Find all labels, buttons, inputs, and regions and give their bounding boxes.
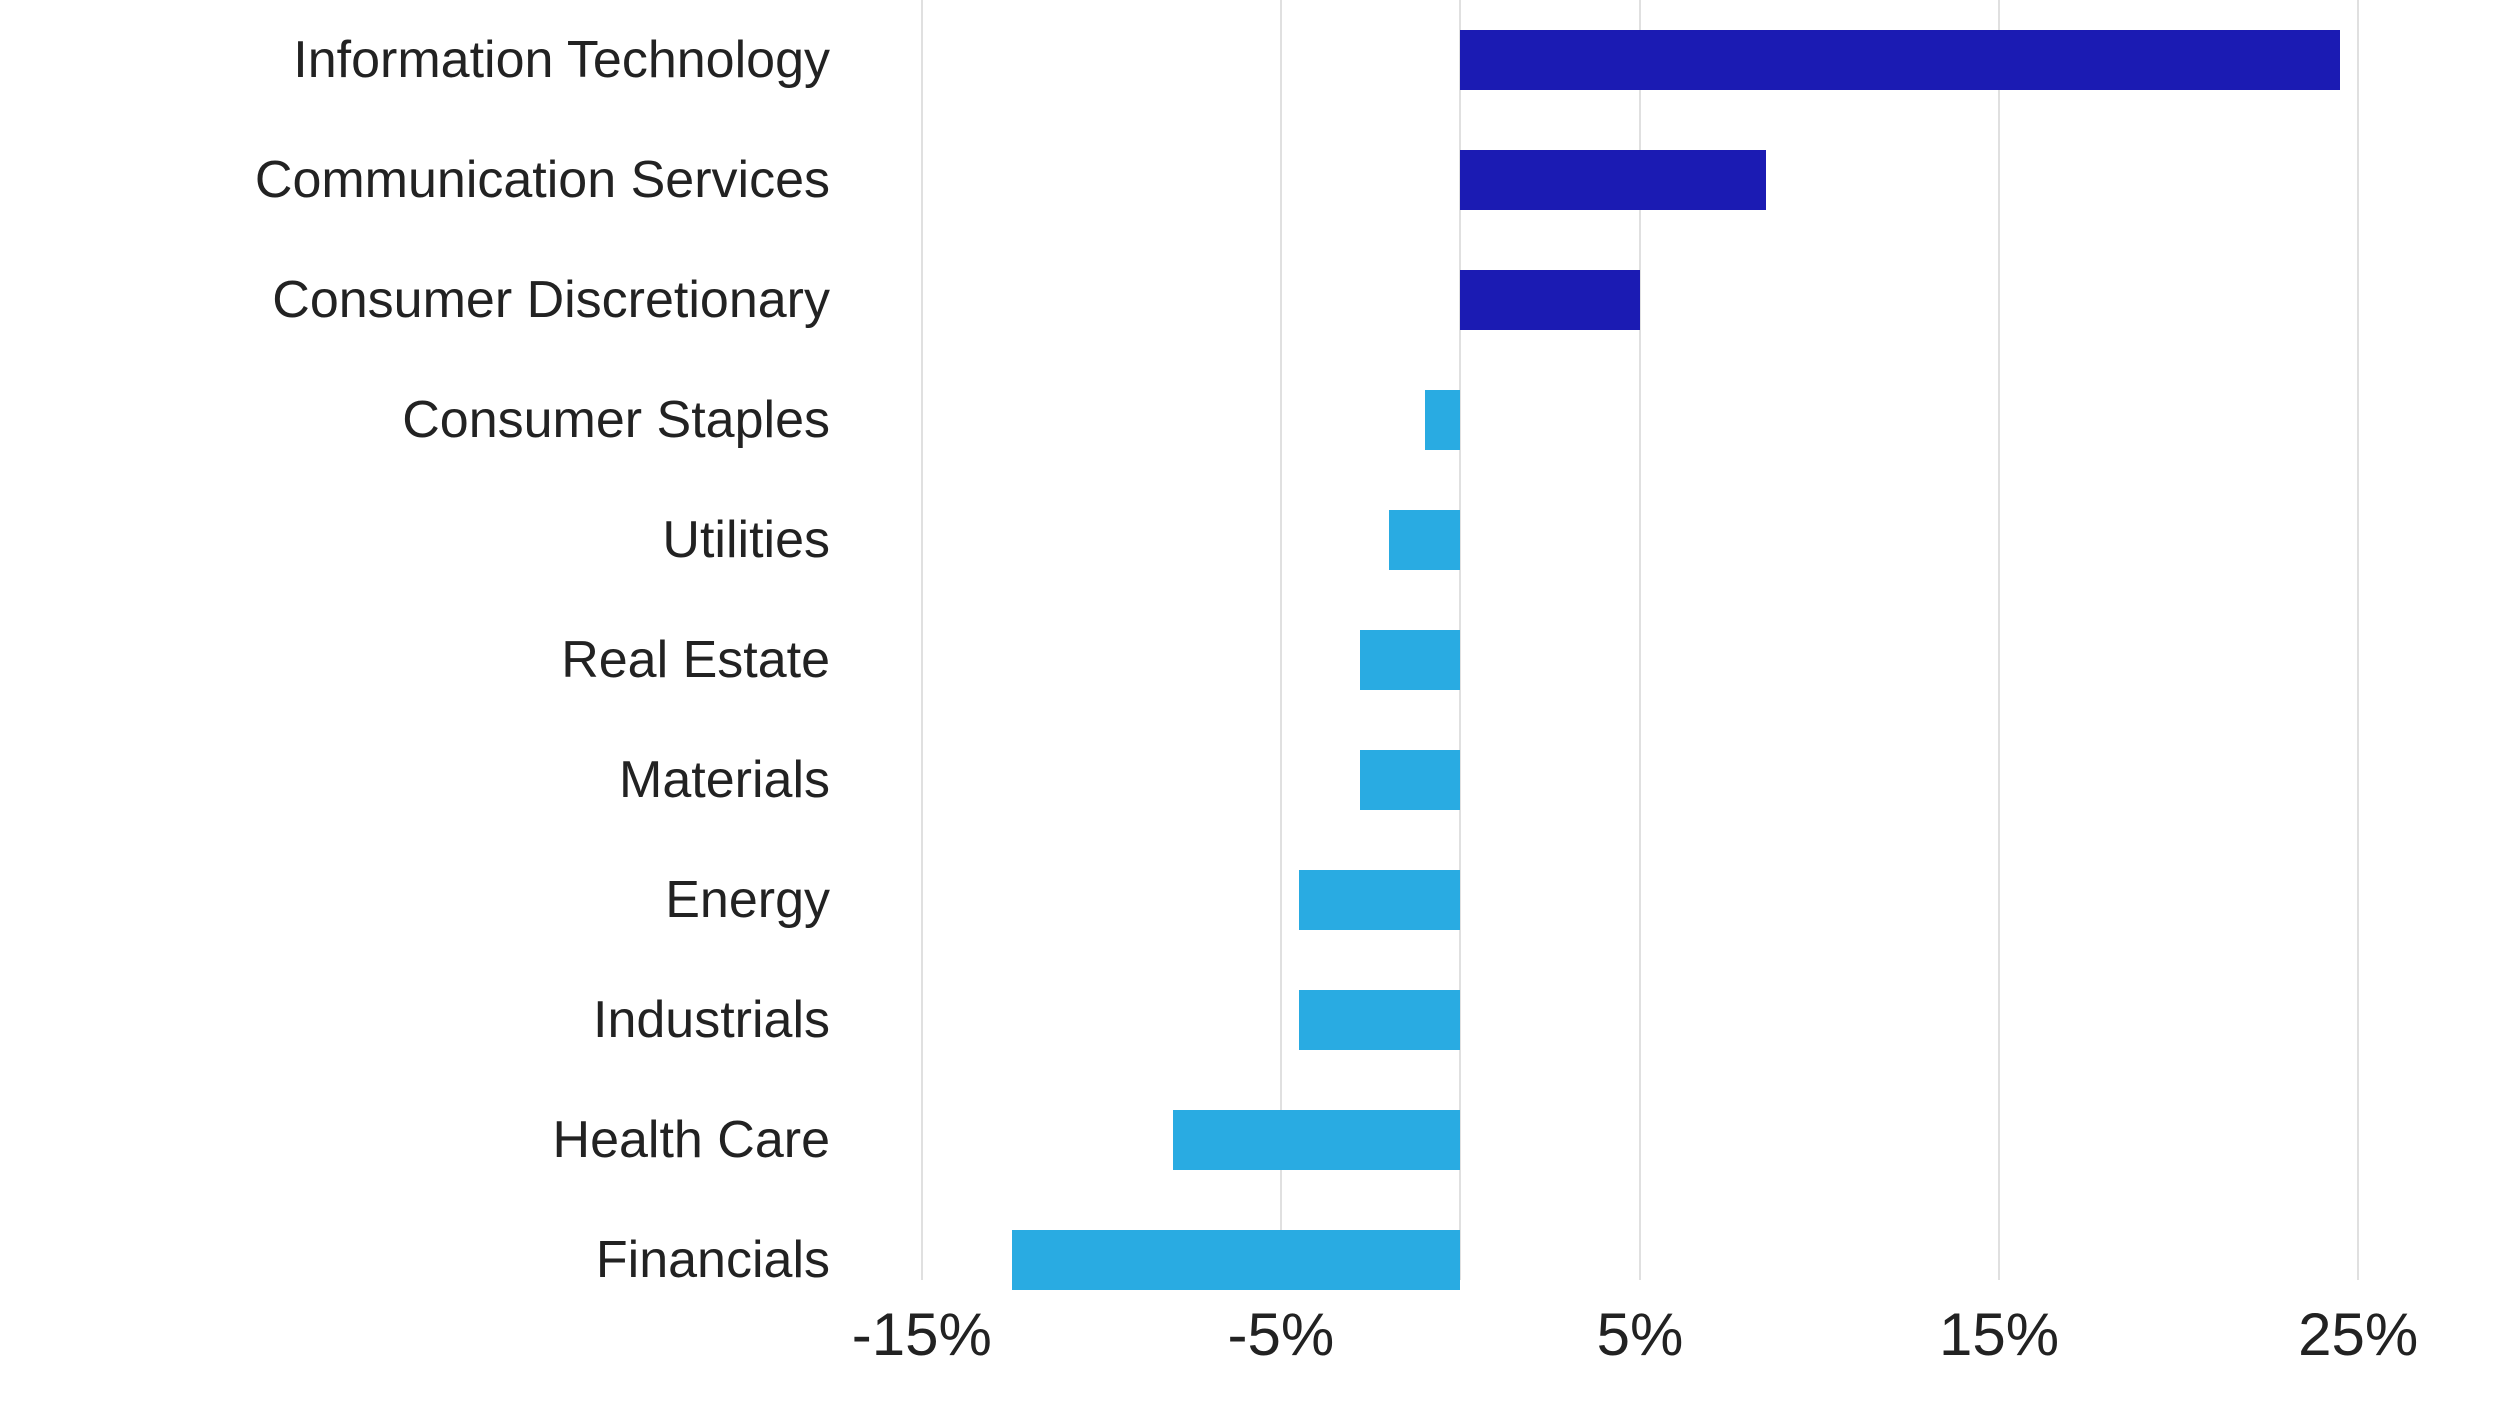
gridline [1998,0,2000,1280]
bar [1012,1230,1461,1290]
x-tick-label: 5% [1597,1300,1684,1369]
category-label: Consumer Discretionary [272,270,830,330]
bar [1460,270,1640,330]
bar [1173,1110,1460,1170]
bar [1425,390,1461,450]
x-tick-label: -15% [852,1300,992,1369]
bar [1299,870,1461,930]
sector-performance-chart: Information Technology Communication Serv… [0,0,2496,1404]
x-tick-label: 15% [1939,1300,2059,1369]
category-label: Financials [596,1230,830,1290]
bar [1360,630,1461,690]
category-label: Communication Services [255,150,830,210]
category-label: Real Estate [561,630,830,690]
gridline [2357,0,2359,1280]
bar [1299,990,1461,1050]
category-label: Consumer Staples [402,390,830,450]
x-tick-label: -5% [1228,1300,1335,1369]
category-label: Utilities [662,510,830,570]
gridline [921,0,923,1280]
x-tick-label: 25% [2298,1300,2418,1369]
bar [1360,750,1461,810]
gridline [1280,0,1282,1280]
category-label: Materials [619,750,830,810]
category-label: Information Technology [293,30,830,90]
category-label: Industrials [593,990,830,1050]
category-label: Health Care [553,1110,830,1170]
bar [1460,30,2340,90]
bar [1460,150,1765,210]
category-label: Energy [665,870,830,930]
plot-area: Information Technology Communication Serv… [150,0,2430,1400]
bar [1389,510,1461,570]
